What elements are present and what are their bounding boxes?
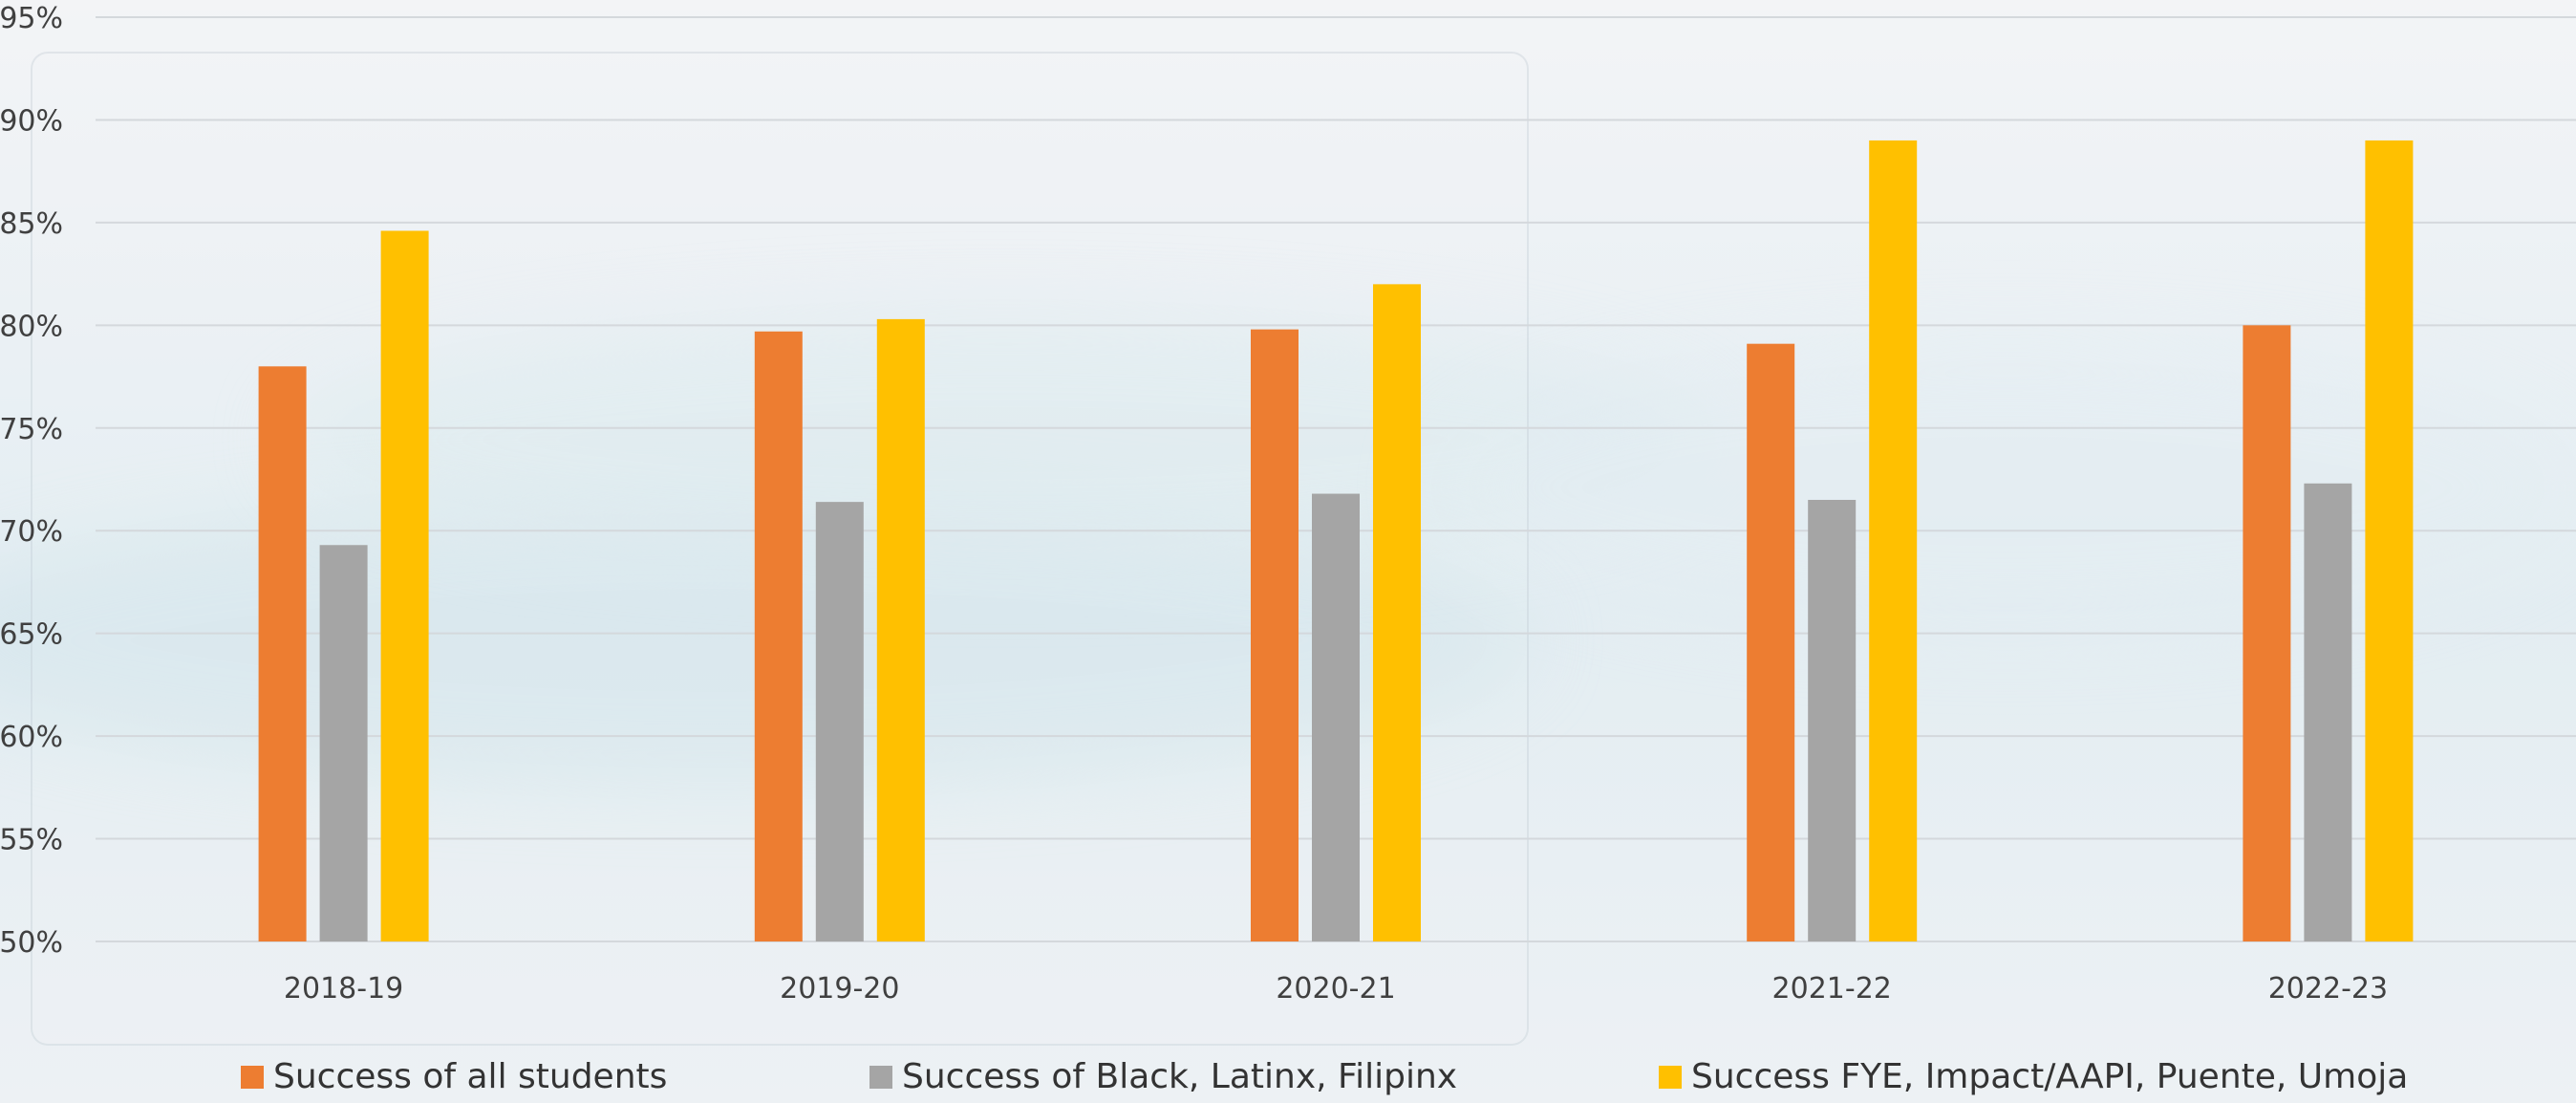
bar-2022-23-series-2 xyxy=(2304,483,2352,941)
bar-2021-22-series-3 xyxy=(1869,140,1918,941)
bar-2020-21-series-3 xyxy=(1373,284,1421,941)
legend-label: Success of all students xyxy=(273,1057,668,1096)
bar-2021-22-series-2 xyxy=(1808,499,1857,941)
y-axis-ticks: 50% 55% 60% 65% 70% 75% 80% 85% 90% 95% xyxy=(0,2,63,960)
x-axis-ticks: 2018-19 2019-20 2020-21 2021-22 2022-23 xyxy=(284,972,2388,1006)
y-tick-label: 75% xyxy=(0,413,63,446)
y-tick-label: 60% xyxy=(0,721,63,754)
bar-2022-23-series-3 xyxy=(2365,140,2414,941)
bar-2019-20-series-1 xyxy=(754,331,803,941)
y-tick-label: 65% xyxy=(0,618,63,652)
legend-swatch-gray xyxy=(869,1065,892,1089)
legend-swatch-gold xyxy=(1659,1065,1682,1089)
y-tick-label: 85% xyxy=(0,207,63,241)
bar-2018-19-series-2 xyxy=(319,545,368,941)
bar-2021-22-series-1 xyxy=(1747,343,1795,941)
legend-label: Success of Black, Latinx, Filipinx xyxy=(902,1057,1458,1096)
bar-2019-20-series-3 xyxy=(876,318,925,941)
x-tick-label: 2020-21 xyxy=(1276,972,1395,1006)
bar-2018-19-series-1 xyxy=(258,366,307,941)
bar-2018-19-series-3 xyxy=(380,230,429,942)
legend: Success of all students Success of Black… xyxy=(0,1053,2576,1103)
y-tick-label: 55% xyxy=(0,824,63,857)
y-tick-label: 90% xyxy=(0,104,63,138)
legend-label: Success FYE, Impact/AAPI, Puente, Umoja xyxy=(1691,1057,2409,1096)
x-tick-label: 2018-19 xyxy=(284,972,403,1006)
bars xyxy=(258,140,2414,942)
y-tick-label: 70% xyxy=(0,515,63,549)
bar-2020-21-series-2 xyxy=(1312,493,1360,941)
x-tick-label: 2019-20 xyxy=(780,972,899,1006)
y-tick-label: 80% xyxy=(0,310,63,343)
y-tick-label: 95% xyxy=(0,2,63,35)
legend-item-all-students: Success of all students xyxy=(241,1057,667,1096)
bar-2019-20-series-2 xyxy=(815,502,864,941)
legend-item-black-latinx-filipinx: Success of Black, Latinx, Filipinx xyxy=(869,1057,1457,1096)
bar-2022-23-series-1 xyxy=(2243,325,2291,941)
legend-item-fye-programs: Success FYE, Impact/AAPI, Puente, Umoja xyxy=(1659,1057,2408,1096)
bar-2020-21-series-1 xyxy=(1251,329,1299,941)
y-tick-label: 50% xyxy=(0,926,63,960)
legend-swatch-orange xyxy=(241,1065,264,1089)
x-tick-label: 2022-23 xyxy=(2268,972,2388,1006)
x-tick-label: 2021-22 xyxy=(1772,972,1892,1006)
bar-chart: 50%55%60%65%70%75%80%85%90%95% 2018-19 20… xyxy=(0,2,2576,1006)
